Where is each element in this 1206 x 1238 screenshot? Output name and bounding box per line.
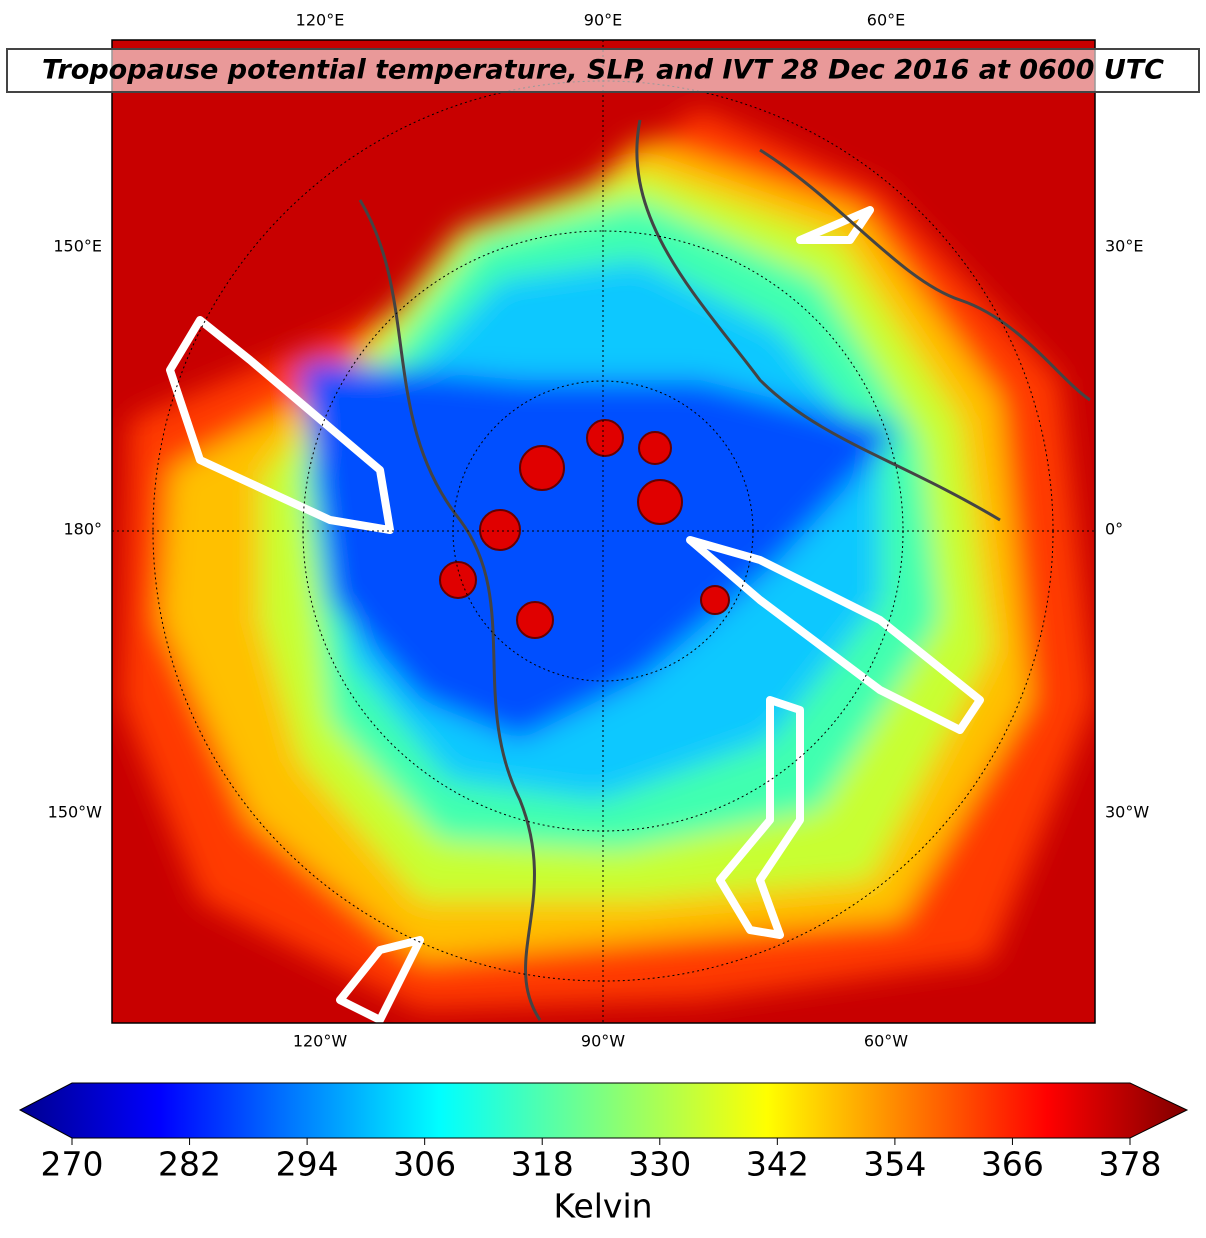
lon-label: 30°W [1105, 803, 1149, 822]
lon-label: 90°E [584, 11, 622, 30]
lon-label: 120°E [296, 11, 345, 30]
lon-label: 150°W [48, 803, 103, 822]
colorbar-tick-label: 354 [863, 1145, 926, 1184]
colorbar-tick-label: 342 [746, 1145, 809, 1184]
map-frame [111, 39, 1096, 1024]
lon-label: 30°E [1105, 237, 1143, 256]
colorbar-tick-label: 318 [511, 1145, 574, 1184]
title: Tropopause potential temperature, SLP, a… [42, 55, 1164, 86]
colorbar-tick-label: 366 [981, 1145, 1044, 1184]
colorbar-tick-label: 282 [158, 1145, 221, 1184]
colorbar-tick-label: 294 [276, 1145, 339, 1184]
colorbar-body [18, 1082, 1189, 1139]
lon-label: 0° [1105, 520, 1123, 539]
lon-label: 60°E [867, 11, 905, 30]
title-box [6, 48, 1200, 93]
lon-label: 150°E [53, 237, 102, 256]
axis-labels: 120°E 90°E 60°E 120°W 90°W 60°W 150°E 180° 150°W… [48, 11, 1150, 1051]
colorbar-tick-label: 378 [1099, 1145, 1162, 1184]
colorbar-tick-label: 306 [393, 1145, 456, 1184]
lon-label: 90°W [581, 1032, 625, 1051]
colorbar-tick-label: 270 [41, 1145, 104, 1184]
lon-label: 60°W [864, 1032, 908, 1051]
colorbar-tick-label: 330 [628, 1145, 691, 1184]
lon-label: 120°W [293, 1032, 348, 1051]
colorbar-label: Kelvin [553, 1187, 652, 1226]
lon-label: 180° [63, 520, 102, 539]
colorbar: 270 282 294 306 318 330 342 354 366 378 Kelvin [18, 1082, 1189, 1226]
map [112, 40, 1095, 1023]
